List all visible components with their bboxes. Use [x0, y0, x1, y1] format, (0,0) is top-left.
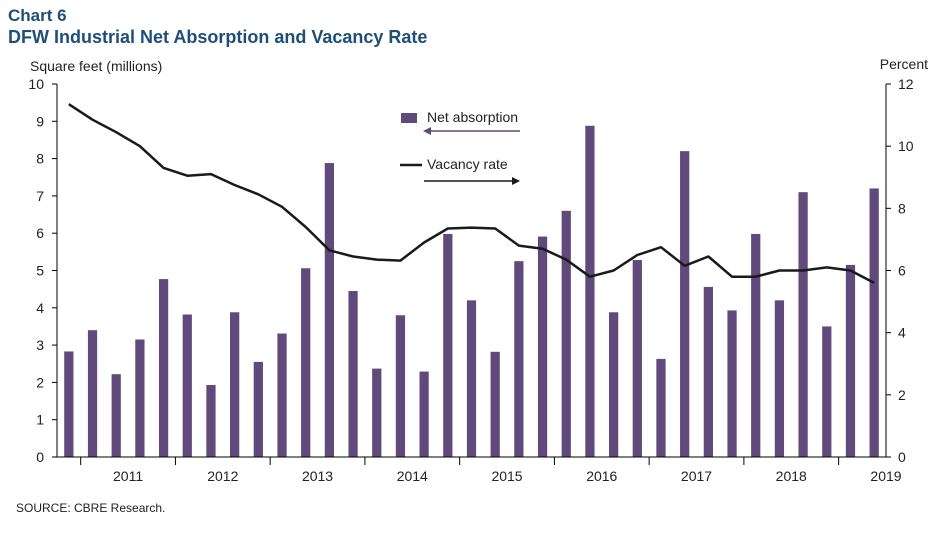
legend-left-arrow-icon: [423, 127, 431, 135]
x-tick-label: 2011: [113, 468, 143, 484]
y2-axis-label: Percent: [880, 56, 928, 72]
net-absorption-bar: [561, 210, 571, 457]
net-absorption-bar: [443, 233, 453, 457]
net-absorption-bar: [395, 315, 406, 457]
legend-line-label: Vacancy rate: [427, 156, 508, 172]
y-tick-label: 9: [36, 113, 44, 129]
net-absorption-bar: [135, 339, 145, 457]
chart-title: DFW Industrial Net Absorption and Vacanc…: [8, 27, 428, 47]
y2-tick-label: 2: [898, 387, 906, 403]
x-tick-label: 2012: [207, 468, 238, 484]
y-tick-label: 7: [36, 188, 44, 204]
x-tick-label: 2013: [302, 468, 333, 484]
net-absorption-bar: [845, 264, 856, 457]
y-tick-label: 3: [36, 337, 44, 353]
net-absorption-bar: [253, 361, 263, 457]
net-absorption-bar: [774, 300, 785, 457]
y-tick-label: 1: [36, 412, 44, 428]
x-tick-label: 2019: [870, 468, 901, 484]
net-absorption-bar: [822, 326, 832, 457]
net-absorption-bar: [348, 291, 358, 457]
x-tick-label: 2014: [397, 468, 428, 484]
y-tick-label: 10: [28, 76, 44, 92]
net-absorption-bar: [490, 351, 500, 457]
y2-tick-label: 12: [898, 76, 914, 92]
net-absorption-bar: [301, 268, 311, 457]
x-tick-label: 2016: [586, 468, 617, 484]
net-absorption-bar: [87, 330, 98, 457]
y-axis-label: Square feet (millions): [30, 58, 162, 74]
y-tick-label: 2: [36, 374, 44, 390]
net-absorption-bar: [372, 368, 382, 457]
net-absorption-bar: [514, 261, 524, 457]
net-absorption-bar: [869, 188, 879, 457]
net-absorption-bar: [158, 279, 169, 457]
y-tick-label: 4: [36, 300, 44, 316]
net-absorption-bar: [585, 125, 595, 457]
legend-bar-swatch: [401, 113, 417, 123]
net-absorption-bar: [680, 151, 690, 457]
net-absorption-bar: [608, 312, 619, 457]
y2-tick-label: 6: [898, 263, 906, 279]
y-tick-label: 5: [36, 263, 44, 279]
net-absorption-bar: [466, 300, 477, 457]
source-note: SOURCE: CBRE Research.: [16, 501, 166, 515]
y-tick-label: 6: [36, 225, 44, 241]
net-absorption-bar: [727, 310, 737, 457]
y2-tick-label: 8: [898, 200, 906, 216]
legend-bar-label: Net absorption: [427, 109, 518, 125]
net-absorption-bar: [798, 192, 808, 458]
net-absorption-bar: [751, 233, 761, 457]
bars-group: [64, 125, 879, 458]
legend-right-arrow-icon: [512, 177, 520, 185]
y-tick-label: 0: [36, 449, 44, 465]
net-absorption-bar: [419, 371, 429, 457]
net-absorption-bar: [111, 374, 121, 457]
x-tick-label: 2015: [491, 468, 522, 484]
net-absorption-bar: [703, 286, 713, 457]
net-absorption-bar: [206, 385, 216, 457]
y2-tick-label: 4: [898, 325, 906, 341]
y2-tick-label: 0: [898, 449, 906, 465]
net-absorption-bar: [182, 314, 192, 457]
net-absorption-bar: [537, 236, 548, 457]
net-absorption-bar: [230, 312, 240, 457]
net-absorption-bar: [656, 358, 666, 457]
legend: Net absorption Vacancy rate: [400, 109, 520, 185]
x-tick-label: 2017: [681, 468, 712, 484]
vacancy-rate-line: [68, 103, 875, 285]
net-absorption-bar: [64, 351, 74, 457]
y2-tick-label: 10: [898, 138, 914, 154]
x-tick-label: 2018: [776, 468, 807, 484]
y-tick-label: 8: [36, 151, 44, 167]
net-absorption-bar: [277, 333, 287, 457]
net-absorption-bar: [324, 163, 335, 458]
net-absorption-bar: [632, 260, 642, 457]
chart-label: Chart 6: [8, 6, 67, 25]
